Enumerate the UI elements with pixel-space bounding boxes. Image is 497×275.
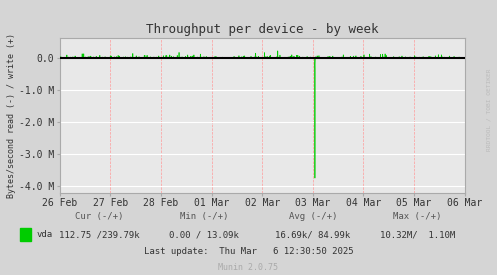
Y-axis label: Bytes/second read (-) / write (+): Bytes/second read (-) / write (+) bbox=[7, 33, 16, 198]
Text: 112.75 /239.79k: 112.75 /239.79k bbox=[59, 230, 140, 239]
Text: RRDTOOL / TOBI OETIKER: RRDTOOL / TOBI OETIKER bbox=[486, 69, 491, 151]
Text: Min (-/+): Min (-/+) bbox=[179, 212, 228, 221]
Text: Cur (-/+): Cur (-/+) bbox=[75, 212, 124, 221]
Title: Throughput per device - by week: Throughput per device - by week bbox=[146, 23, 378, 36]
Text: Max (-/+): Max (-/+) bbox=[393, 212, 442, 221]
Text: 0.00 / 13.09k: 0.00 / 13.09k bbox=[169, 230, 239, 239]
Text: 10.32M/  1.10M: 10.32M/ 1.10M bbox=[380, 230, 455, 239]
Text: 16.69k/ 84.99k: 16.69k/ 84.99k bbox=[275, 230, 351, 239]
Text: Avg (-/+): Avg (-/+) bbox=[289, 212, 337, 221]
Text: vda: vda bbox=[36, 230, 52, 239]
Text: Munin 2.0.75: Munin 2.0.75 bbox=[219, 263, 278, 272]
Text: Last update:  Thu Mar   6 12:30:50 2025: Last update: Thu Mar 6 12:30:50 2025 bbox=[144, 248, 353, 256]
